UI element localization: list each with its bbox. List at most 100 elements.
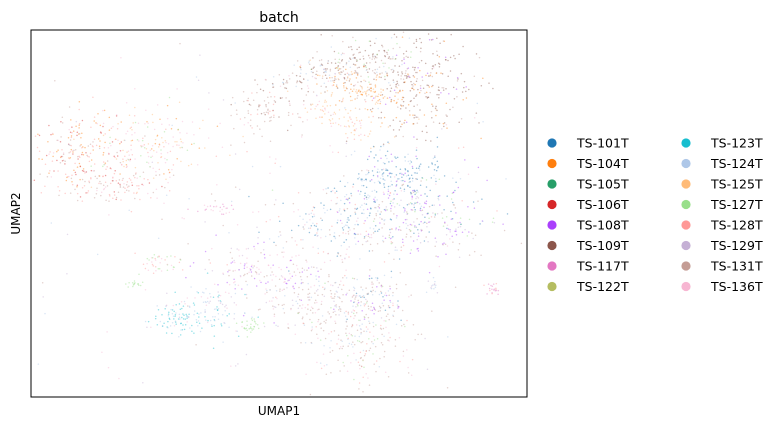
scatter-point (367, 135, 369, 138)
scatter-point (187, 316, 190, 319)
scatter-point (435, 241, 438, 243)
scatter-point (69, 151, 72, 153)
scatter-point (380, 284, 383, 287)
scatter-point (51, 132, 54, 135)
scatter-point (409, 230, 412, 233)
scatter-point (242, 135, 244, 138)
scatter-point (453, 204, 455, 206)
scatter-point (346, 136, 349, 139)
scatter-point (382, 304, 385, 307)
scatter-point (420, 205, 423, 208)
scatter-point (275, 289, 278, 292)
scatter-point (270, 116, 273, 118)
scatter-point (220, 323, 222, 325)
scatter-point (380, 286, 383, 288)
scatter-point (454, 207, 457, 209)
scatter-point (380, 285, 383, 287)
scatter-point (367, 292, 369, 295)
scatter-point (191, 121, 194, 123)
scatter-point (129, 127, 132, 130)
scatter-point (176, 88, 178, 90)
scatter-point (258, 273, 260, 275)
scatter-point (378, 365, 381, 368)
scatter-point (383, 223, 386, 225)
scatter-point (327, 187, 329, 189)
scatter-point (329, 233, 331, 236)
scatter-point (296, 81, 298, 84)
scatter-point (139, 284, 142, 287)
scatter-point (414, 209, 416, 211)
scatter-point (348, 202, 351, 204)
scatter-point (355, 116, 358, 119)
scatter-point (121, 164, 123, 166)
scatter-point (211, 325, 213, 328)
scatter-point (168, 318, 171, 320)
scatter-point (125, 164, 128, 166)
scatter-point (436, 136, 439, 139)
scatter-point (374, 56, 377, 58)
scatter-point (34, 135, 37, 137)
scatter-point (368, 195, 371, 197)
scatter-point (393, 99, 395, 102)
scatter-point (446, 115, 448, 117)
scatter-point (161, 185, 163, 188)
scatter-point (86, 192, 89, 194)
scatter-point (193, 133, 195, 136)
scatter-point (264, 203, 267, 206)
scatter-point (352, 312, 355, 315)
scatter-point (283, 288, 285, 290)
scatter-point (350, 333, 353, 336)
scatter-point (132, 174, 135, 177)
scatter-point (98, 147, 101, 150)
scatter-point (286, 90, 289, 93)
scatter-point (353, 227, 355, 230)
scatter-point (363, 65, 365, 67)
scatter-point (102, 175, 104, 177)
scatter-point (376, 175, 379, 177)
scatter-point (492, 283, 495, 285)
scatter-point (452, 191, 454, 194)
scatter-point (229, 251, 232, 254)
scatter-point (134, 106, 136, 109)
scatter-point (356, 97, 358, 99)
scatter-point (178, 101, 181, 104)
scatter-point (317, 320, 319, 323)
scatter-point (315, 105, 317, 107)
scatter-point (394, 345, 397, 347)
scatter-point (346, 77, 349, 79)
scatter-point (75, 120, 78, 123)
scatter-point (427, 166, 430, 168)
scatter-point (96, 187, 98, 189)
scatter-point (309, 59, 311, 61)
scatter-point (364, 303, 367, 305)
scatter-point (204, 315, 206, 318)
legend-label: TS-105T (576, 177, 629, 192)
scatter-point (320, 202, 322, 204)
scatter-point (293, 210, 295, 213)
scatter-point (472, 237, 474, 240)
scatter-point (244, 116, 246, 119)
scatter-point (297, 312, 299, 314)
scatter-point (423, 240, 426, 242)
scatter-point (105, 199, 107, 202)
scatter-point (366, 217, 369, 219)
scatter-point (104, 174, 107, 177)
scatter-point (311, 75, 314, 78)
scatter-point (471, 232, 473, 234)
scatter-point (214, 319, 216, 322)
scatter-point (234, 269, 236, 272)
scatter-point (118, 179, 121, 181)
scatter-point (222, 213, 225, 215)
scatter-point (370, 290, 372, 293)
scatter-point (387, 305, 390, 307)
scatter-point (115, 196, 118, 199)
scatter-point (369, 227, 371, 229)
scatter-point (186, 132, 188, 134)
scatter-point (374, 309, 377, 311)
scatter-point (309, 191, 311, 194)
scatter-point (197, 320, 200, 322)
scatter-point (193, 142, 195, 145)
scatter-point (349, 109, 352, 112)
scatter-point (103, 147, 106, 149)
scatter-point (409, 186, 411, 189)
